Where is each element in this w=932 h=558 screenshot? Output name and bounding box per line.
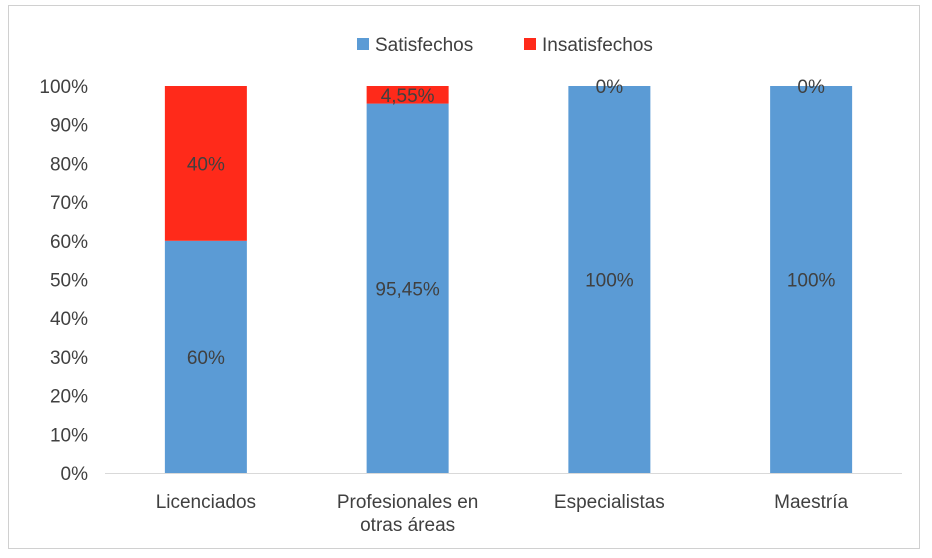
bar-insatisfechos-1 [366, 86, 449, 104]
legend-label-insatisfechos: Insatisfechos [542, 35, 653, 56]
y-tick-label: 40% [50, 309, 88, 330]
y-tick-label: 90% [50, 116, 88, 137]
x-category-label: otras áreas [360, 515, 455, 536]
bar-insatisfechos-0 [164, 86, 247, 241]
x-category-label: Profesionales en [337, 492, 479, 513]
y-tick-label: 50% [50, 271, 88, 292]
data-label: 40% [187, 154, 225, 175]
y-tick-label: 20% [50, 387, 88, 408]
data-label: 0% [797, 77, 825, 98]
x-category-label: Especialistas [554, 492, 665, 513]
chart-frame [8, 5, 920, 549]
y-tick-label: 100% [39, 77, 88, 98]
x-category-label: Licenciados [156, 492, 256, 513]
bar-satisfechos-2 [568, 86, 651, 473]
data-label: 4,55% [381, 86, 435, 107]
data-label: 0% [596, 77, 624, 98]
y-tick-label: 80% [50, 154, 88, 175]
y-tick-label: 30% [50, 348, 88, 369]
data-label: 100% [585, 271, 634, 292]
bar-satisfechos-3 [770, 86, 853, 473]
legend-label-satisfechos: Satisfechos [375, 35, 473, 56]
y-tick-label: 10% [50, 425, 88, 446]
y-tick-label: 60% [50, 232, 88, 253]
bar-satisfechos-1 [366, 103, 449, 474]
bar-satisfechos-0 [164, 240, 247, 473]
x-category-label: Maestría [774, 492, 848, 513]
data-label: 95,45% [375, 279, 440, 300]
legend-swatch-insatisfechos [524, 38, 536, 50]
y-tick-label: 70% [50, 193, 88, 214]
data-label: 60% [187, 348, 225, 369]
y-tick-label: 0% [61, 464, 89, 485]
legend-swatch-satisfechos [357, 38, 369, 50]
data-label: 100% [787, 271, 836, 292]
